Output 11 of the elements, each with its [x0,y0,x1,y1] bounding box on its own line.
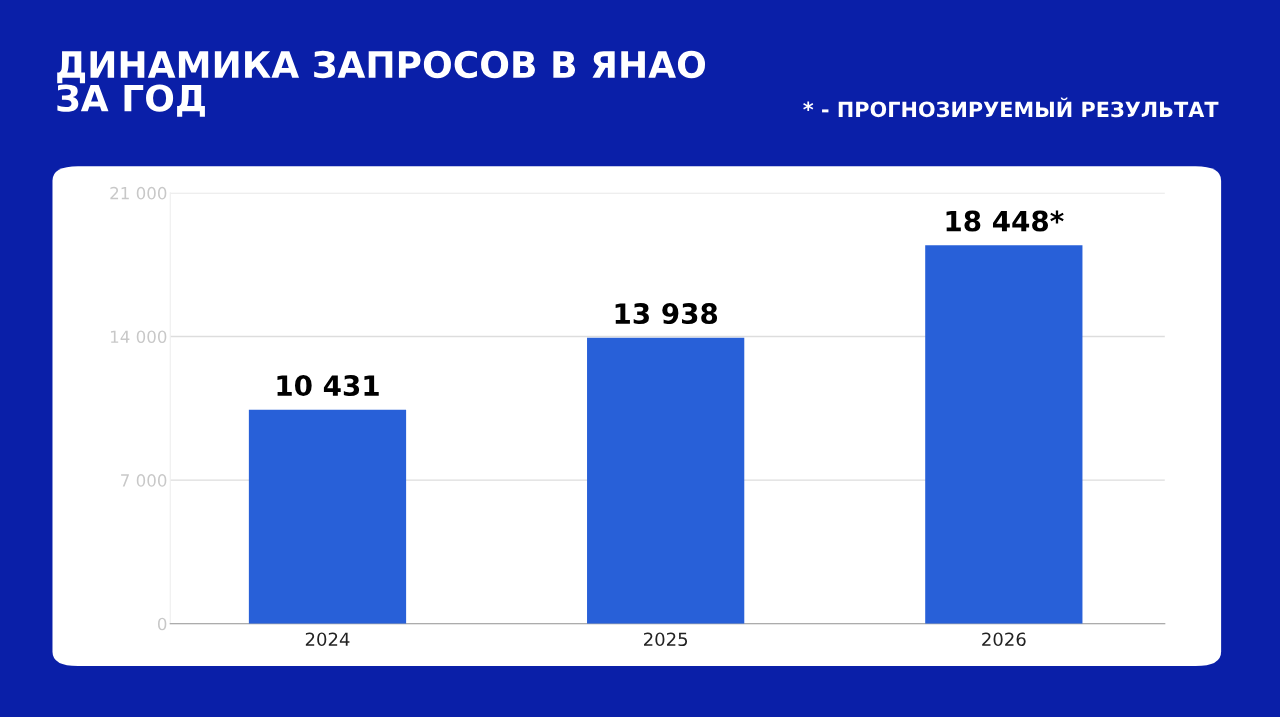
data-label: 10 431 [277,375,379,397]
x-tick-label: 2024 [305,632,350,647]
x-tick-label: 2026 [982,632,1026,647]
x-tick-label: 2025 [644,632,688,647]
bar [587,337,745,624]
bar [248,409,407,624]
chart-title: ДИНАМИКА ЗАПРОСОВ В ЯНАО ЗА ГОД [57,50,706,117]
text: * - ПРОГНОЗИРУЕМЫЙ РЕЗУЛЬТАТ [803,97,1219,118]
data-label: 13 938 [615,303,718,325]
data-label: 18 448* [946,210,1064,232]
bar [925,245,1083,624]
